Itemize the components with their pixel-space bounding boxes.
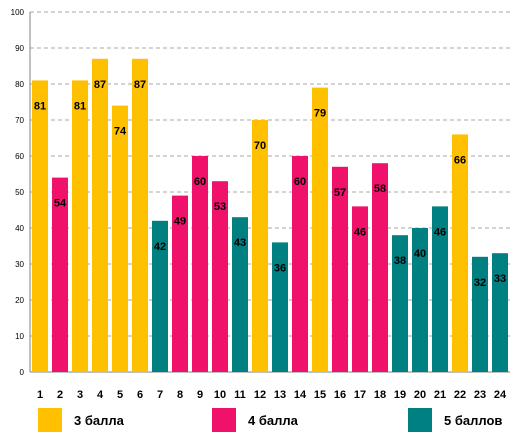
data-label: 60 [294, 176, 306, 188]
legend-label-4-balla: 4 балла [248, 412, 298, 428]
data-label: 74 [114, 126, 127, 138]
x-tick-label: 18 [374, 389, 386, 400]
y-tick-label: 90 [15, 44, 24, 53]
bar-18 [372, 163, 388, 372]
bar-17 [352, 206, 368, 372]
data-label: 66 [454, 154, 466, 166]
bar-4 [92, 58, 108, 373]
x-tick-label: 23 [474, 389, 486, 400]
bar-13 [272, 242, 288, 372]
bar-8 [172, 195, 188, 372]
data-label: 43 [234, 237, 246, 249]
y-tick-label: 30 [15, 260, 24, 269]
x-tick-label: 22 [454, 389, 466, 400]
legend-swatch-3-balla [38, 408, 62, 432]
y-tick-label: 80 [15, 80, 24, 89]
data-label: 70 [254, 140, 266, 152]
data-label: 40 [414, 248, 426, 260]
bar-2 [52, 177, 68, 372]
bar-22 [452, 134, 468, 372]
x-tick-label: 16 [334, 389, 346, 400]
bar-7 [152, 220, 168, 372]
bar-19 [392, 235, 408, 372]
legend-item-4-balla: 4 балла [212, 408, 298, 432]
bar-24 [492, 253, 508, 372]
data-label: 32 [474, 277, 486, 289]
bar-3 [72, 80, 88, 373]
x-tick-label: 20 [414, 389, 426, 400]
data-label: 87 [134, 79, 146, 91]
bar-21 [432, 206, 448, 372]
bar-23 [472, 256, 488, 372]
legend-swatch-4-balla [212, 408, 236, 432]
bar-20 [412, 228, 428, 372]
x-tick-label: 10 [214, 389, 226, 400]
x-tick-label: 1 [37, 389, 43, 400]
x-tick-label: 14 [294, 389, 307, 400]
y-tick-label: 20 [15, 296, 24, 305]
bar-10 [212, 181, 228, 372]
data-label: 81 [74, 100, 86, 112]
data-label: 36 [274, 262, 286, 274]
data-label: 57 [334, 187, 346, 199]
legend-label-5-ballov: 5 баллов [444, 412, 503, 428]
data-label: 58 [374, 183, 386, 195]
data-label: 54 [54, 198, 67, 210]
bar-14 [292, 156, 308, 372]
data-label: 46 [434, 226, 446, 238]
bar-16 [332, 166, 348, 372]
bars [32, 58, 508, 373]
x-tick-label: 13 [274, 389, 286, 400]
x-tick-label: 21 [434, 389, 446, 400]
x-tick-label: 11 [234, 389, 246, 400]
data-label: 38 [394, 255, 406, 267]
data-label: 87 [94, 79, 106, 91]
x-tick-label: 2 [57, 389, 63, 400]
y-tick-label: 10 [15, 332, 24, 341]
grid-lines [30, 11, 510, 337]
data-label: 60 [194, 176, 206, 188]
data-label: 53 [214, 201, 226, 213]
y-tick-label: 100 [11, 8, 25, 17]
x-tick-label: 12 [254, 389, 266, 400]
y-tick-label: 60 [15, 152, 24, 161]
data-labels: 81 54 81 87 74 87 42 49 60 53 43 70 36 60 79 57 46 58 38 40… [34, 79, 506, 289]
bar-15 [312, 87, 328, 372]
x-tick-label: 9 [197, 389, 203, 400]
data-label: 49 [174, 216, 186, 228]
x-tick-label: 6 [137, 389, 143, 400]
data-label: 46 [354, 226, 366, 238]
bar-5 [112, 105, 128, 372]
data-label: 42 [154, 241, 166, 253]
x-tick-label: 17 [354, 389, 366, 400]
legend-item-3-balla: 3 балла [38, 408, 124, 432]
legend-swatch-5-ballov [408, 408, 432, 432]
data-label: 33 [494, 273, 506, 285]
x-tick-label: 24 [494, 389, 507, 400]
bar-11 [232, 217, 248, 372]
bar-12 [252, 120, 268, 372]
x-tick-label: 8 [177, 389, 183, 400]
bar-6 [132, 58, 148, 373]
data-label: 81 [34, 100, 46, 112]
y-tick-label: 50 [15, 188, 24, 197]
y-tick-label: 70 [15, 116, 24, 125]
x-tick-label: 4 [97, 389, 104, 400]
data-label: 79 [314, 108, 326, 120]
y-tick-label: 0 [20, 368, 25, 377]
x-tick-label: 5 [117, 389, 123, 400]
x-tick-label: 3 [77, 389, 83, 400]
bar-9 [192, 156, 208, 372]
legend-item-5-ballov: 5 баллов [408, 408, 502, 432]
x-tick-label: 19 [394, 389, 406, 400]
x-tick-label: 7 [157, 389, 163, 400]
bar-1 [32, 80, 48, 373]
x-tick-label: 15 [314, 389, 326, 400]
legend-label-3-balla: 3 балла [74, 412, 124, 428]
y-tick-label: 40 [15, 224, 24, 233]
